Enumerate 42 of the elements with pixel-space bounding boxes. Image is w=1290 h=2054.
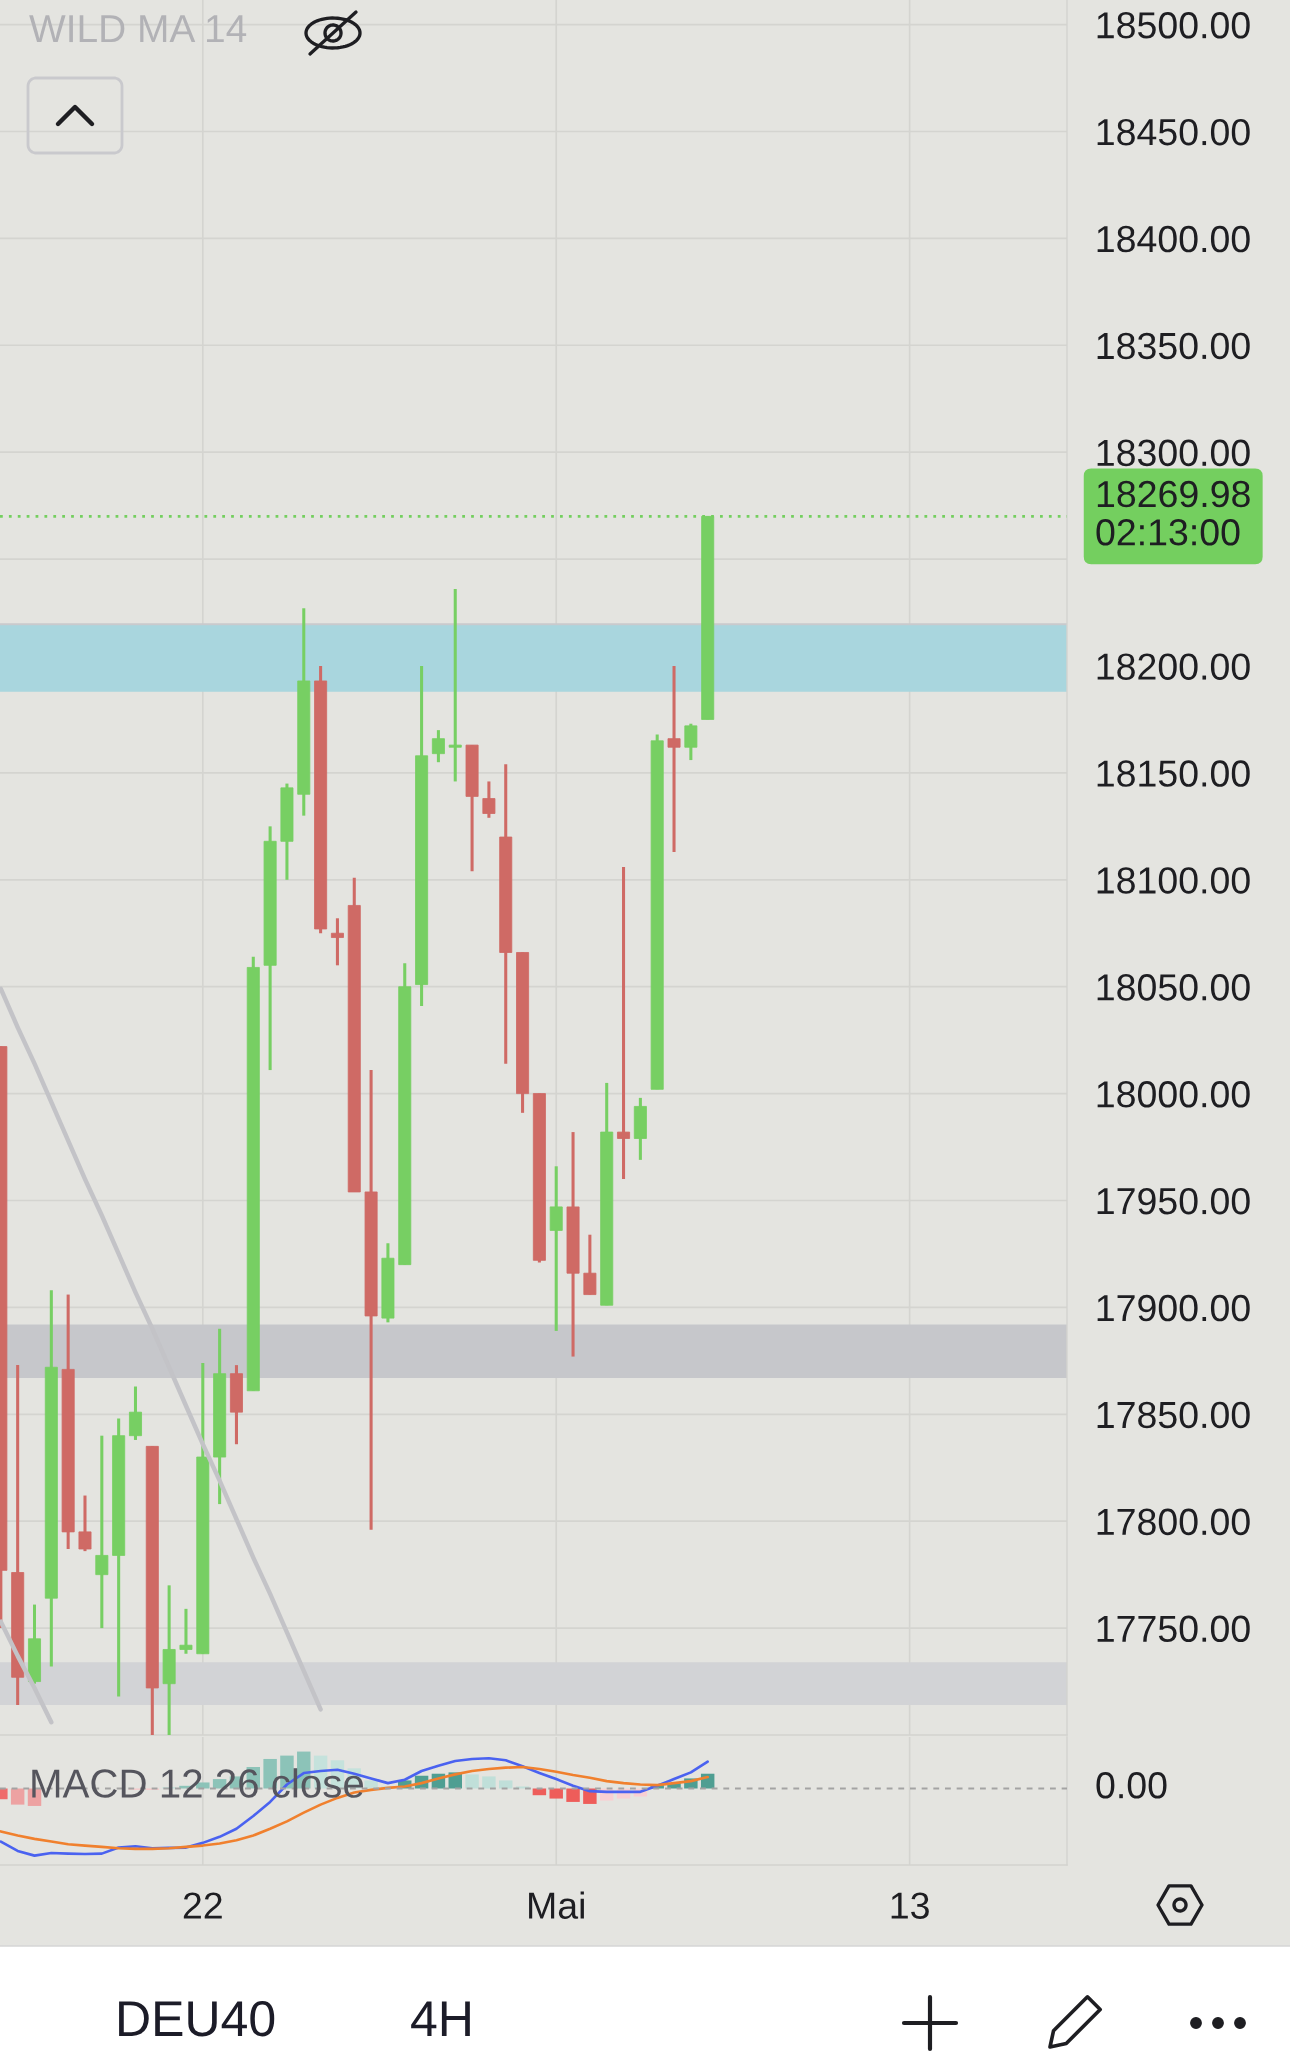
text: DEU40	[119, 2001, 275, 2037]
y-tick-label: 17850.00	[1097, 1401, 1250, 1429]
y-tick-label: 17900.00	[1097, 1294, 1250, 1322]
candlestick	[482, 781, 496, 818]
y-tick-label: 18450.00	[1097, 118, 1250, 146]
candlestick	[78, 1495, 92, 1553]
candlestick	[330, 918, 344, 966]
candlestick	[583, 1234, 597, 1295]
bar	[532, 1788, 547, 1796]
bar	[499, 1780, 513, 1789]
x-tick-label: 13	[891, 1892, 929, 1919]
y-tick-label: 18050.00	[1097, 974, 1250, 1001]
x-tick-label: 22	[183, 1892, 222, 1919]
line-series	[0, 1619, 54, 1725]
y-tick-label: 18150.00	[1097, 760, 1250, 787]
candlestick	[667, 665, 681, 852]
y-tick-label: 17800.00	[1097, 1508, 1250, 1536]
bar	[482, 1776, 496, 1789]
text: 4H	[411, 2001, 470, 2036]
y-tick-label: 17950.00	[1097, 1187, 1250, 1215]
candlestick	[179, 1607, 193, 1654]
bar	[465, 1774, 479, 1789]
y-tick-label: 18100.00	[1097, 867, 1250, 894]
y-tick-label: 18200.00	[1097, 653, 1250, 680]
x-tick-label: Mai	[529, 1891, 584, 1919]
candlestick	[617, 866, 631, 1180]
candlestick	[431, 730, 445, 764]
bar	[549, 1788, 563, 1799]
candlestick	[129, 1386, 142, 1440]
y-tick-label: 17750.00	[1097, 1615, 1250, 1643]
ref-line-label: 0.00	[1096, 1772, 1167, 1799]
candlestick	[549, 1166, 563, 1331]
candlestick	[95, 1435, 109, 1630]
y-tick-label: 18300.00	[1097, 439, 1250, 467]
y-tick-label: 18500.00	[1097, 11, 1250, 39]
candlestick	[684, 723, 698, 762]
ref-line-label: 18269.98 02:13:00	[1096, 480, 1250, 546]
candlestick	[448, 589, 462, 782]
y-tick-label: 18350.00	[1097, 332, 1250, 360]
bar	[566, 1788, 580, 1802]
y-tick-label: 18400.00	[1097, 225, 1250, 253]
y-tick-label: 18000.00	[1097, 1081, 1250, 1108]
